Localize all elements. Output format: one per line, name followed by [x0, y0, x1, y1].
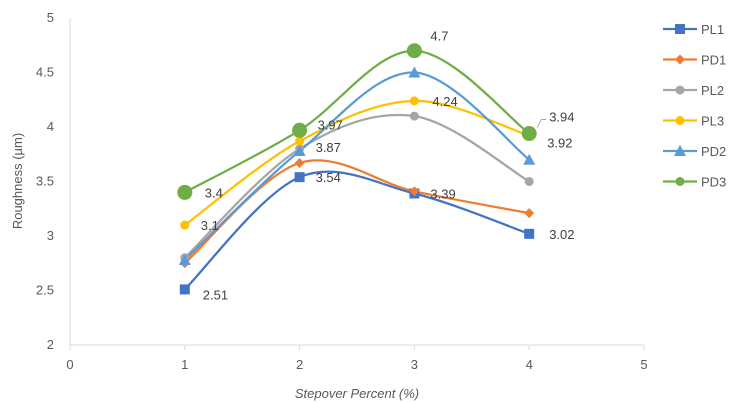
y-tick-label: 2	[47, 337, 54, 352]
data-labels: 2.51 3.54 3.39 3.02 3.1 3.87 4.24 3.92 3.4 3.97 4.…	[201, 29, 575, 303]
data-point-pd3-3	[406, 43, 422, 59]
data-point-pl1-1	[179, 284, 190, 295]
data-point-pd1-2	[294, 157, 305, 168]
x-tick-label: 5	[640, 357, 647, 372]
series-line-pl2	[183, 113, 531, 259]
legend-marker-pl2	[675, 85, 685, 95]
legend-marker-pd2	[674, 145, 686, 156]
data-point-pd2-3	[408, 66, 421, 78]
data-point-pl3-3	[409, 96, 419, 106]
data-label-pl1-2: 3.54	[316, 170, 341, 185]
legend-label-pl2: PL2	[701, 83, 724, 98]
legend-marker-pd1	[675, 54, 685, 65]
data-label-pl3-4: 3.92	[547, 136, 572, 151]
y-tick-label: 4	[47, 119, 54, 134]
data-point-pd1-3	[409, 186, 420, 197]
data-label-pl3-1: 3.1	[201, 218, 219, 233]
data-label-pl3-3: 4.24	[432, 94, 457, 109]
x-tick-label: 0	[66, 357, 73, 372]
data-point-pd3-1	[177, 184, 193, 200]
data-point-pd2-4	[523, 153, 536, 165]
x-tick-label: 4	[526, 357, 533, 372]
data-label-pd3-1: 3.4	[205, 185, 223, 200]
axes: 0 1 2 3 4 522.533.544.55	[36, 10, 648, 372]
y-tick-label: 5	[47, 10, 54, 25]
legend-marker-pd3	[675, 177, 685, 186]
data-point-pl1-4	[524, 228, 535, 239]
legend: PL1 PD1 PL2 PL3 PD2 PD3	[663, 22, 726, 190]
y-tick-label: 3.5	[36, 174, 54, 189]
data-point-pl2-3	[409, 111, 419, 121]
series-line-pd3	[183, 49, 531, 194]
series-lines	[183, 49, 531, 291]
legend-label-pl1: PL1	[701, 22, 724, 37]
legend-marker-pl1	[675, 24, 685, 34]
data-label-pl1-3: 3.39	[430, 186, 455, 201]
legend-label-pd3: PD3	[701, 175, 726, 190]
y-tick-label: 4.5	[36, 65, 54, 80]
data-point-pd2-1	[178, 253, 191, 265]
legend-marker-pl3	[675, 116, 685, 125]
series-line-pd2	[183, 71, 531, 262]
series-markers	[177, 43, 537, 295]
data-label-pd3-2: 3.97	[318, 117, 343, 132]
data-point-pd3-4	[521, 126, 537, 142]
x-tick-label: 2	[296, 357, 303, 372]
x-axis-title: Stepover Percent (%)	[295, 386, 419, 401]
data-point-pl3-1	[180, 220, 190, 230]
data-point-pl2-4	[524, 177, 534, 186]
data-label-pl1-4: 3.02	[549, 227, 574, 242]
y-tick-label: 3	[47, 228, 54, 243]
y-tick-label: 2.5	[36, 283, 54, 298]
data-label-pd3-4: 3.94	[549, 110, 574, 125]
data-point-pl1-2	[294, 172, 305, 183]
legend-label-pl3: PL3	[701, 114, 724, 129]
x-tick-label: 3	[411, 357, 418, 372]
legend-label-pd1: PD1	[701, 53, 726, 68]
data-point-pd3-2	[292, 122, 308, 138]
y-axis-title: Roughness (µm)	[10, 133, 25, 229]
data-point-pl3-2	[295, 136, 305, 146]
data-label-leader	[536, 119, 547, 128]
series-line-pl3	[183, 99, 531, 227]
x-tick-label: 1	[181, 357, 188, 372]
data-label-pd3-3: 4.7	[430, 29, 448, 44]
legend-label-pd2: PD2	[701, 144, 726, 159]
data-point-pd2-2	[293, 144, 306, 156]
data-label-pl3-2: 3.87	[316, 140, 341, 155]
data-point-pd1-4	[524, 208, 535, 219]
series-line-pl1	[183, 170, 531, 291]
data-label-pl1-1: 2.51	[203, 287, 228, 302]
